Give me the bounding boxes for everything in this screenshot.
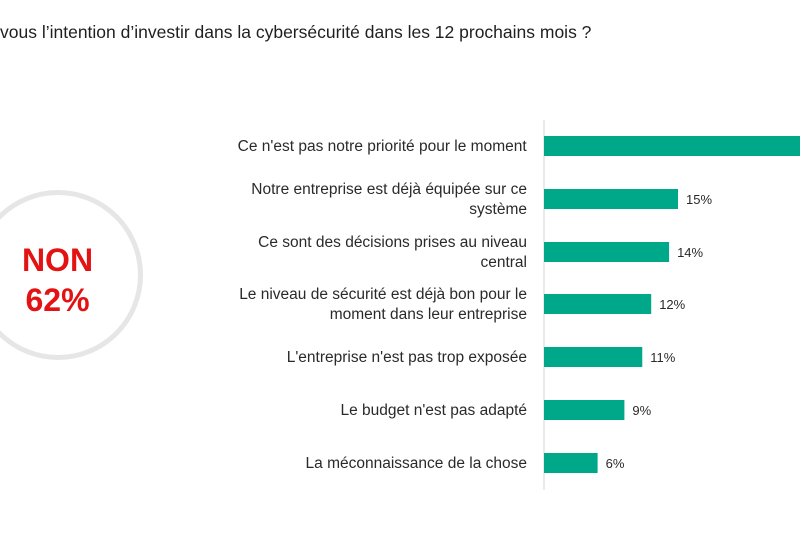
category-label-3-line1: moment dans leur entreprise (330, 306, 527, 323)
chart-title: vous l’intention d’investir dans la cybe… (0, 22, 592, 42)
bar-3 (544, 294, 652, 314)
category-label-3-line0: Le niveau de sécurité est déjà bon pour … (239, 286, 527, 303)
bar-0 (544, 136, 800, 156)
non-highlight-percent: 62% (25, 282, 90, 318)
bar-2 (544, 242, 670, 262)
category-label-5: Le budget n'est pas adapté (340, 402, 527, 419)
value-label-1: 15% (686, 192, 712, 207)
non-highlight-word: NON (21, 242, 94, 278)
non-highlight-label: NON 62% (0, 240, 115, 320)
value-label-3: 12% (659, 297, 685, 312)
category-label-4: L'entreprise n'est pas trop exposée (287, 349, 527, 366)
bar-1 (544, 189, 678, 209)
value-label-2: 14% (677, 245, 703, 260)
bar-4 (544, 347, 643, 367)
bar-5 (544, 400, 625, 420)
bar-6 (544, 453, 598, 473)
category-label-6: La méconnaissance de la chose (306, 455, 527, 472)
value-label-5: 9% (632, 403, 651, 418)
value-label-6: 6% (606, 456, 625, 471)
value-label-4: 11% (650, 350, 675, 365)
category-label-2-line1: central (480, 254, 527, 271)
category-label-2-line0: Ce sont des décisions prises au niveau (258, 234, 527, 251)
non-highlight-circle (0, 190, 143, 360)
category-label-1-line1: système (469, 201, 527, 218)
category-label-0: Ce n'est pas notre priorité pour le mome… (238, 138, 528, 155)
category-label-1-line0: Notre entreprise est déjà équipée sur ce (251, 181, 527, 198)
